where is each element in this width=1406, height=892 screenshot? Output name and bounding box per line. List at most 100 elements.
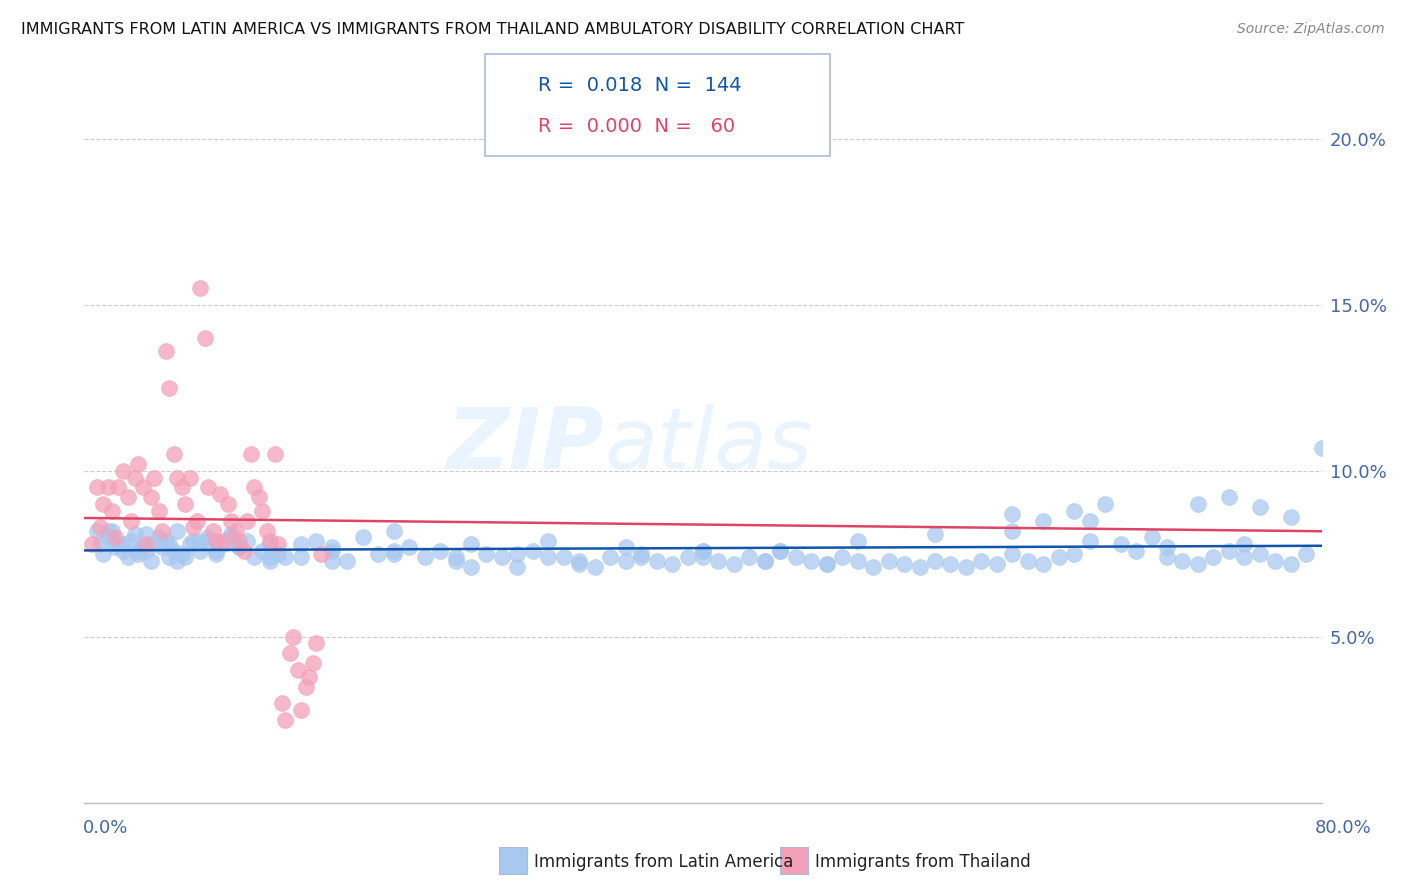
Point <box>274 713 297 727</box>
Point <box>267 537 290 551</box>
Point <box>302 657 325 671</box>
Point <box>1295 547 1317 561</box>
Point <box>107 537 129 551</box>
Point <box>150 540 173 554</box>
Point <box>259 537 281 551</box>
Point <box>1125 543 1147 558</box>
Point <box>174 550 197 565</box>
Point <box>475 547 498 561</box>
Point <box>1279 557 1302 571</box>
Point <box>846 533 869 548</box>
Point <box>382 543 405 558</box>
Point <box>212 537 235 551</box>
Point <box>769 543 792 558</box>
Point <box>163 543 186 558</box>
Point <box>382 524 405 538</box>
Point <box>1094 497 1116 511</box>
Point <box>243 550 266 565</box>
Point <box>290 550 312 565</box>
Point <box>1279 510 1302 524</box>
Point <box>107 481 129 495</box>
Point <box>112 543 135 558</box>
Point <box>309 547 332 561</box>
Point <box>135 527 157 541</box>
Point <box>321 540 343 554</box>
Point <box>568 557 591 571</box>
Point <box>893 557 915 571</box>
Point <box>1001 547 1024 561</box>
Point <box>287 663 309 677</box>
Point <box>112 464 135 478</box>
Point <box>491 550 513 565</box>
Point <box>1310 441 1333 455</box>
Point <box>124 527 146 541</box>
Point <box>155 344 177 359</box>
Point <box>413 550 436 565</box>
Point <box>1249 500 1271 515</box>
Point <box>661 557 683 571</box>
Point <box>120 533 142 548</box>
Point <box>143 470 166 484</box>
Point <box>1156 550 1178 565</box>
Point <box>104 533 127 548</box>
Point <box>127 457 149 471</box>
Point <box>194 331 217 345</box>
Point <box>101 524 124 538</box>
Point <box>159 550 180 565</box>
Point <box>692 550 714 565</box>
Point <box>188 281 211 295</box>
Point <box>1171 553 1194 567</box>
Point <box>170 547 193 561</box>
Point <box>305 533 328 548</box>
Point <box>1078 514 1101 528</box>
Text: 0.0%: 0.0% <box>83 819 128 837</box>
Point <box>537 533 560 548</box>
Point <box>259 550 281 565</box>
Point <box>599 550 621 565</box>
Point <box>86 524 108 538</box>
Point <box>91 547 114 561</box>
Point <box>1187 557 1209 571</box>
Point <box>159 381 180 395</box>
Point <box>86 481 108 495</box>
Point <box>127 543 149 558</box>
Point <box>367 547 389 561</box>
Point <box>831 550 853 565</box>
Text: Immigrants from Thailand: Immigrants from Thailand <box>815 853 1031 871</box>
Point <box>1140 530 1163 544</box>
Point <box>1047 550 1070 565</box>
Point <box>1001 524 1024 538</box>
Point <box>181 520 204 534</box>
Point <box>163 447 186 461</box>
Point <box>1063 547 1085 561</box>
Point <box>232 543 254 558</box>
Point <box>205 547 228 561</box>
Point <box>676 550 699 565</box>
Point <box>924 553 946 567</box>
Point <box>104 530 127 544</box>
Point <box>1218 491 1240 505</box>
Point <box>297 670 319 684</box>
Point <box>188 543 211 558</box>
Point <box>197 530 219 544</box>
Point <box>1187 497 1209 511</box>
Point <box>815 557 838 571</box>
Point <box>219 530 242 544</box>
Point <box>179 537 201 551</box>
Point <box>117 491 139 505</box>
Point <box>132 540 155 554</box>
Point <box>155 533 177 548</box>
Point <box>692 543 714 558</box>
Point <box>228 533 250 548</box>
Point <box>120 514 142 528</box>
Point <box>754 553 776 567</box>
Point <box>112 537 135 551</box>
Point <box>240 447 263 461</box>
Text: atlas: atlas <box>605 404 813 488</box>
Point <box>256 524 278 538</box>
Point <box>250 543 273 558</box>
Point <box>707 553 730 567</box>
Point <box>553 550 575 565</box>
Point <box>166 470 188 484</box>
Point <box>205 533 228 548</box>
